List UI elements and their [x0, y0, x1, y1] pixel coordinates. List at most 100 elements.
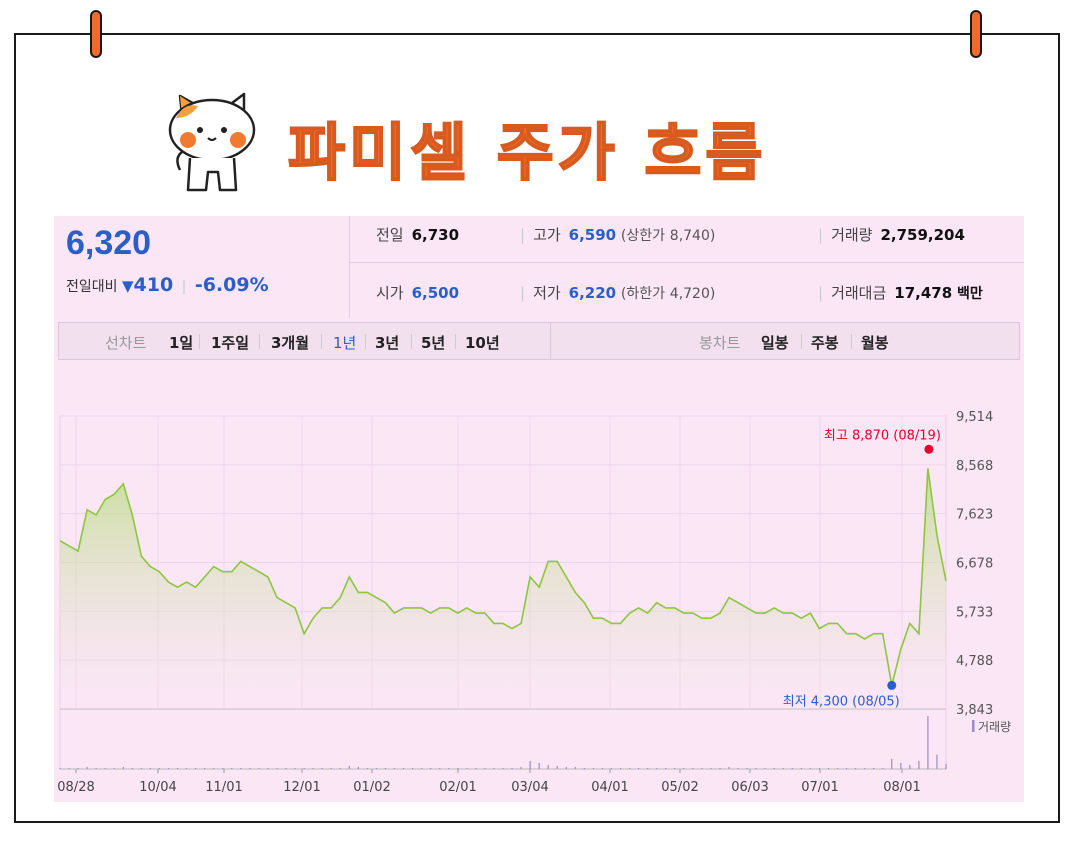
- price-area-fill: [60, 468, 946, 709]
- volume-bar: [520, 766, 522, 769]
- volume-bar: [719, 767, 721, 769]
- volume-bar: [59, 767, 61, 769]
- volume-bar: [755, 767, 757, 769]
- tab-1d[interactable]: 1일: [169, 334, 194, 352]
- volume-bar: [592, 767, 595, 769]
- upper-limit-value: 8,740): [669, 228, 716, 244]
- lower-limit-label: (하한가: [620, 286, 666, 302]
- x-tick-label: 12/01: [283, 780, 320, 795]
- annotations: 최고 8,870 (08/19) 최저 4,300 (08/05): [783, 428, 941, 709]
- volume-bar: [204, 767, 206, 769]
- volume-bar: [384, 767, 387, 769]
- volume-bar: [701, 767, 703, 769]
- volume-bar: [131, 767, 133, 769]
- volume-bar: [918, 760, 920, 769]
- volume-bar: [285, 767, 287, 769]
- volume-bar: [185, 767, 188, 769]
- volume-bar: [402, 767, 405, 769]
- day-high: | 고가 6,590 (상한가 8,740): [520, 226, 716, 244]
- volume-bar: [149, 767, 152, 769]
- volume-bar: [439, 767, 441, 769]
- volume-bar: [836, 767, 839, 769]
- volume-bar: [421, 767, 423, 769]
- volume-value: 2,759,204: [880, 226, 965, 244]
- volume-label: 거래량: [831, 226, 873, 244]
- prev-close: 전일 6,730: [376, 224, 459, 245]
- price-chart: 9,514 8,568 7,623 6,678 5,733 4,788 3,843 08/2…: [57, 410, 1011, 795]
- volume-bar: [854, 767, 857, 769]
- price-summary: 6,320 전일대비 ▼410 | -6.09%: [54, 216, 350, 318]
- tab-5y[interactable]: 5년: [421, 334, 446, 352]
- page-title: 파미셀 주가 흐름: [287, 115, 767, 190]
- volume-bar: [411, 767, 414, 769]
- volume-bar: [665, 767, 667, 769]
- x-tick-label: 11/01: [205, 780, 242, 795]
- volume-bar: [601, 767, 604, 769]
- volume-bar: [430, 767, 432, 769]
- tab-3y[interactable]: 3년: [375, 334, 400, 352]
- volume-bar: [574, 766, 576, 769]
- tab-line-chart-label: 선차트: [105, 334, 147, 352]
- volume-bar: [294, 767, 296, 769]
- binder-pin-left: [90, 10, 102, 58]
- tab-10y[interactable]: 10년: [465, 334, 500, 352]
- volume-bar: [927, 716, 929, 769]
- y-tick-label: 7,623: [956, 508, 993, 523]
- volume-bar: [936, 754, 938, 769]
- change-line: 전일대비 ▼410 | -6.09%: [66, 274, 269, 296]
- open-value: 6,500: [411, 284, 460, 302]
- volume-bar: [213, 767, 215, 769]
- tab-monthly[interactable]: 월봉: [861, 334, 889, 352]
- volume-bar: [556, 765, 558, 769]
- volume-bar: [647, 767, 649, 769]
- volume-bar: [95, 767, 97, 769]
- x-tick-label: 06/03: [731, 780, 768, 795]
- tab-3m[interactable]: 3개월: [271, 334, 310, 352]
- amount-value: 17,478: [894, 284, 953, 302]
- volume-bar: [249, 767, 251, 769]
- volume-bar: [113, 767, 115, 769]
- volume-bar: [909, 764, 911, 769]
- current-price: 6,320: [66, 224, 152, 262]
- volume-bars: 거래량: [59, 716, 1011, 769]
- volume-bar: [86, 766, 88, 769]
- high-label: 고가: [533, 226, 561, 244]
- max-annotation: 최고 8,870 (08/19): [824, 428, 941, 443]
- volume-bar: [782, 767, 784, 769]
- volume-bar: [158, 767, 161, 769]
- y-tick-label: 4,788: [956, 654, 993, 669]
- volume-bar: [321, 767, 323, 769]
- volume-bar: [393, 767, 396, 769]
- volume-bar: [845, 767, 848, 769]
- volume-bar: [891, 758, 893, 769]
- volume-bar: [945, 763, 947, 769]
- volume-bar: [330, 767, 332, 769]
- volume-bar: [348, 765, 350, 769]
- volume-bar: [900, 762, 902, 769]
- min-annotation: 최저 4,300 (08/05): [783, 694, 900, 709]
- x-tick-label: 10/04: [139, 780, 176, 795]
- divider: [349, 216, 350, 318]
- volume-bar: [674, 767, 676, 769]
- volume-bar: [538, 762, 540, 769]
- tab-weekly[interactable]: 주봉: [811, 334, 839, 352]
- x-axis: 08/28 10/04 11/01 12/01 01/02 02/01 03/04 04/01…: [57, 769, 921, 795]
- tab-daily[interactable]: 일봉: [761, 334, 789, 352]
- y-axis: 9,514 8,568 7,623 6,678 5,733 4,788 3,843: [956, 410, 993, 718]
- volume-bar: [529, 760, 531, 769]
- low-value: 6,220: [568, 284, 617, 302]
- volume-bar: [638, 767, 640, 769]
- tab-1y[interactable]: 1년: [333, 334, 357, 352]
- volume-bar: [195, 767, 197, 769]
- open: 시가 6,500: [376, 282, 459, 303]
- volume-bar: [122, 766, 124, 769]
- volume-bar: [493, 767, 495, 769]
- volume-bar: [176, 767, 179, 769]
- amount-label: 거래대금: [831, 284, 887, 302]
- volume-bar: [692, 767, 694, 769]
- prev-close-label: 전일: [376, 226, 404, 244]
- change-label: 전일대비: [66, 279, 118, 295]
- tab-1w[interactable]: 1주일: [211, 334, 250, 352]
- binder-pin-right: [970, 10, 982, 58]
- volume-bar: [764, 767, 766, 769]
